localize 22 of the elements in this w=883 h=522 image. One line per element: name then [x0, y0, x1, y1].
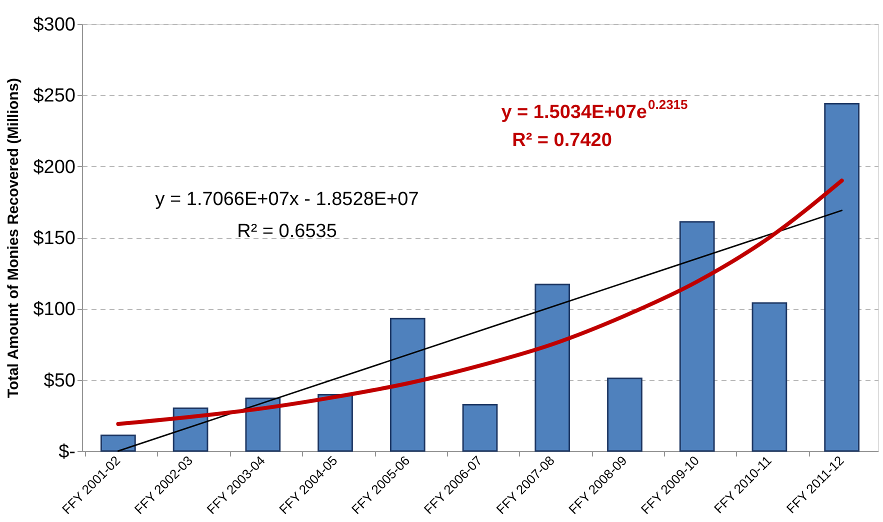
y-tick-label: $150	[33, 228, 76, 249]
bar	[607, 378, 642, 452]
y-tick-label: $250	[33, 86, 76, 107]
y-tick-label: $50	[44, 370, 76, 392]
bar	[462, 404, 498, 452]
y-tick-label: $100	[33, 299, 76, 320]
y-axis-title: Total Amount of Monies Recovered (Millions)	[5, 78, 22, 398]
bar	[752, 302, 788, 452]
bar	[245, 398, 281, 452]
y-tick-label: $300	[33, 14, 76, 36]
annotation: R² = 0.7420	[512, 130, 612, 151]
y-tick-label: $200	[33, 156, 76, 178]
bar	[318, 394, 353, 452]
y-tick-label: $-	[58, 442, 76, 462]
annotation: y = 1.7066E+07x - 1.8528E+07	[155, 189, 419, 210]
line-series	[116, 178, 844, 426]
annotation: R² = 0.6535	[237, 221, 337, 242]
bar	[534, 284, 570, 452]
bar	[824, 102, 860, 452]
bar	[390, 318, 426, 452]
bar	[100, 434, 136, 452]
bar	[679, 221, 715, 452]
